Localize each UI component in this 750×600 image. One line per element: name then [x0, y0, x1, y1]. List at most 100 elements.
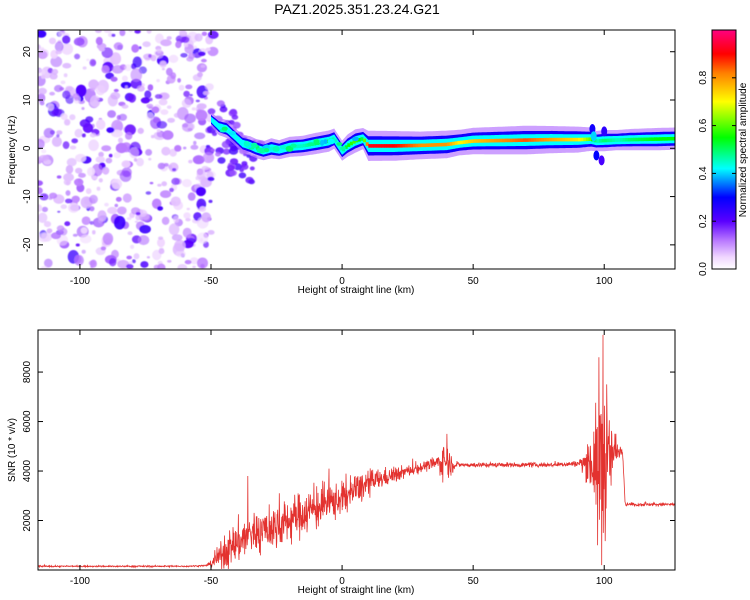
- ridge-core-segment: [368, 144, 372, 148]
- ridge-core-segment: [389, 144, 393, 148]
- spectrogram-noise-blob: [197, 257, 208, 269]
- ridge-core-segment: [654, 137, 657, 141]
- spectrogram-noise-blob: [75, 84, 87, 98]
- spectrogram-y-tick-label: 20: [22, 46, 33, 58]
- spectrogram-noise-blob: [199, 206, 207, 212]
- spectrogram-transition-blob: [227, 164, 235, 171]
- spectrogram-noise-blob: [38, 138, 45, 150]
- snr-y-tick-label: 8000: [22, 361, 33, 384]
- spectrogram-transition-blob: [245, 176, 254, 184]
- spectrogram-noise-blob: [161, 146, 171, 156]
- spectrogram-noise-blob: [72, 233, 78, 237]
- ridge-core-segment: [588, 137, 592, 141]
- ridge-bead: [250, 142, 258, 148]
- ridge-core-segment: [578, 137, 581, 142]
- ridge-bead: [336, 142, 343, 146]
- ridge-core-segment: [572, 137, 576, 142]
- ridge-bead: [243, 140, 250, 147]
- spectrogram-noise-blob: [109, 258, 117, 267]
- spectrogram-noise-blob: [171, 177, 180, 185]
- ridge-core-segment: [625, 137, 629, 142]
- ridge-core-segment: [365, 142, 369, 146]
- spectrogram-noise-blob: [103, 30, 112, 33]
- spectrogram-noise-blob: [208, 199, 213, 203]
- spectrogram-x-tick-label: 0: [339, 276, 345, 287]
- ridge-bead: [256, 147, 264, 153]
- spectrogram-noise-blob: [166, 105, 172, 109]
- spectrogram-noise-blob: [49, 91, 55, 96]
- ridge-core-segment: [347, 143, 351, 147]
- spectrogram-transition-blob: [231, 114, 239, 120]
- ridge-core-segment: [444, 142, 448, 147]
- ridge-core-segment: [349, 141, 353, 146]
- ridge-core-segment: [638, 137, 642, 142]
- spectrogram-noise-blob: [60, 228, 68, 236]
- spectrogram-noise-blob: [62, 62, 72, 69]
- spectrogram-noise-blob: [153, 48, 164, 59]
- spectrogram-noise-blob: [38, 180, 43, 186]
- spectrogram-noise-blob: [170, 72, 177, 80]
- spectrogram-noise-blob: [132, 259, 136, 264]
- ridge-core-segment: [454, 141, 458, 145]
- ridge-core-segment: [538, 138, 542, 142]
- spectrogram-noise-blob: [110, 76, 118, 82]
- colorbar-axis: 0.0 0.2 0.4 0.6 0.8: [698, 70, 736, 276]
- ridge-bead: [290, 143, 297, 148]
- ridge-core-segment: [428, 143, 432, 147]
- ridge-core-segment: [601, 138, 605, 143]
- ridge-core-segment: [643, 137, 647, 142]
- spectrogram-noise-blob: [50, 56, 63, 68]
- spectrogram-noise-blob: [148, 106, 153, 109]
- ridge-bead: [221, 126, 228, 131]
- spectrogram-noise-blob: [130, 244, 135, 249]
- spectrogram-noise-blob: [74, 128, 83, 138]
- ridge-core-segment: [530, 138, 534, 142]
- spectrogram-noise-blob: [157, 238, 165, 248]
- ridge-core-segment: [515, 138, 519, 143]
- spectrogram-y-tick-label: -10: [22, 189, 33, 204]
- spectrogram-noise-blob: [196, 168, 207, 180]
- ridge-core-segment: [656, 137, 660, 141]
- spectrogram-noise-blob: [133, 158, 138, 162]
- ridge-core-segment: [551, 137, 555, 142]
- spectrogram-noise-blob: [38, 154, 49, 162]
- ridge-core-segment: [426, 143, 429, 147]
- spectrogram-x-axis-label: Height of straight line (km): [298, 285, 415, 296]
- spectrogram-noise-blob: [198, 51, 206, 57]
- ridge-core-segment: [402, 143, 406, 148]
- ridge-core-segment: [363, 138, 367, 143]
- spectrogram-noise-blob: [111, 33, 116, 37]
- spectrogram-x-tick-label: 50: [468, 276, 480, 287]
- spectrogram-y-tick-label: -20: [22, 237, 33, 252]
- ridge-core-segment: [436, 143, 440, 147]
- snr-x-tick-label: 100: [596, 576, 613, 587]
- spectrogram-noise-blob: [38, 187, 43, 195]
- spectrogram-noise-blob: [114, 203, 119, 208]
- spectrogram-noise-blob: [172, 168, 177, 172]
- spectrogram-noise-blob: [54, 84, 63, 93]
- spectrogram-noise-blob: [121, 104, 129, 109]
- spectrogram-noise-blob: [203, 91, 210, 96]
- ridge-core-segment: [620, 138, 623, 142]
- ridge-core-segment: [672, 136, 675, 141]
- figure-title: PAZ1.2025.351.23.24.G21: [274, 1, 440, 17]
- ridge-core-segment: [541, 138, 545, 142]
- spectrogram-noise-blob: [46, 103, 55, 111]
- spectrogram-noise-blob: [62, 90, 71, 99]
- spectrogram-transition-blob: [222, 148, 231, 155]
- spectrogram-noise-blob: [126, 264, 134, 269]
- spectrogram-noise-blob: [201, 212, 212, 223]
- spectrogram-noise-blob: [180, 53, 188, 58]
- spectrogram-noise-blob: [138, 46, 142, 50]
- colorbar-tick-label: 0.8: [698, 70, 709, 84]
- spectrogram-noise-blob: [205, 47, 211, 52]
- ridge-core-segment: [549, 137, 553, 142]
- spectrogram-noise-blob: [159, 60, 167, 68]
- spectrogram-noise-blob: [119, 170, 132, 182]
- spectrogram-noise-blob: [183, 43, 189, 48]
- spectrogram-transition-blob: [249, 166, 255, 171]
- ridge-core-segment: [441, 142, 445, 147]
- spectrogram-noise-blob: [200, 64, 206, 68]
- ridge-core-segment: [496, 138, 500, 143]
- ridge-core-segment: [268, 146, 272, 151]
